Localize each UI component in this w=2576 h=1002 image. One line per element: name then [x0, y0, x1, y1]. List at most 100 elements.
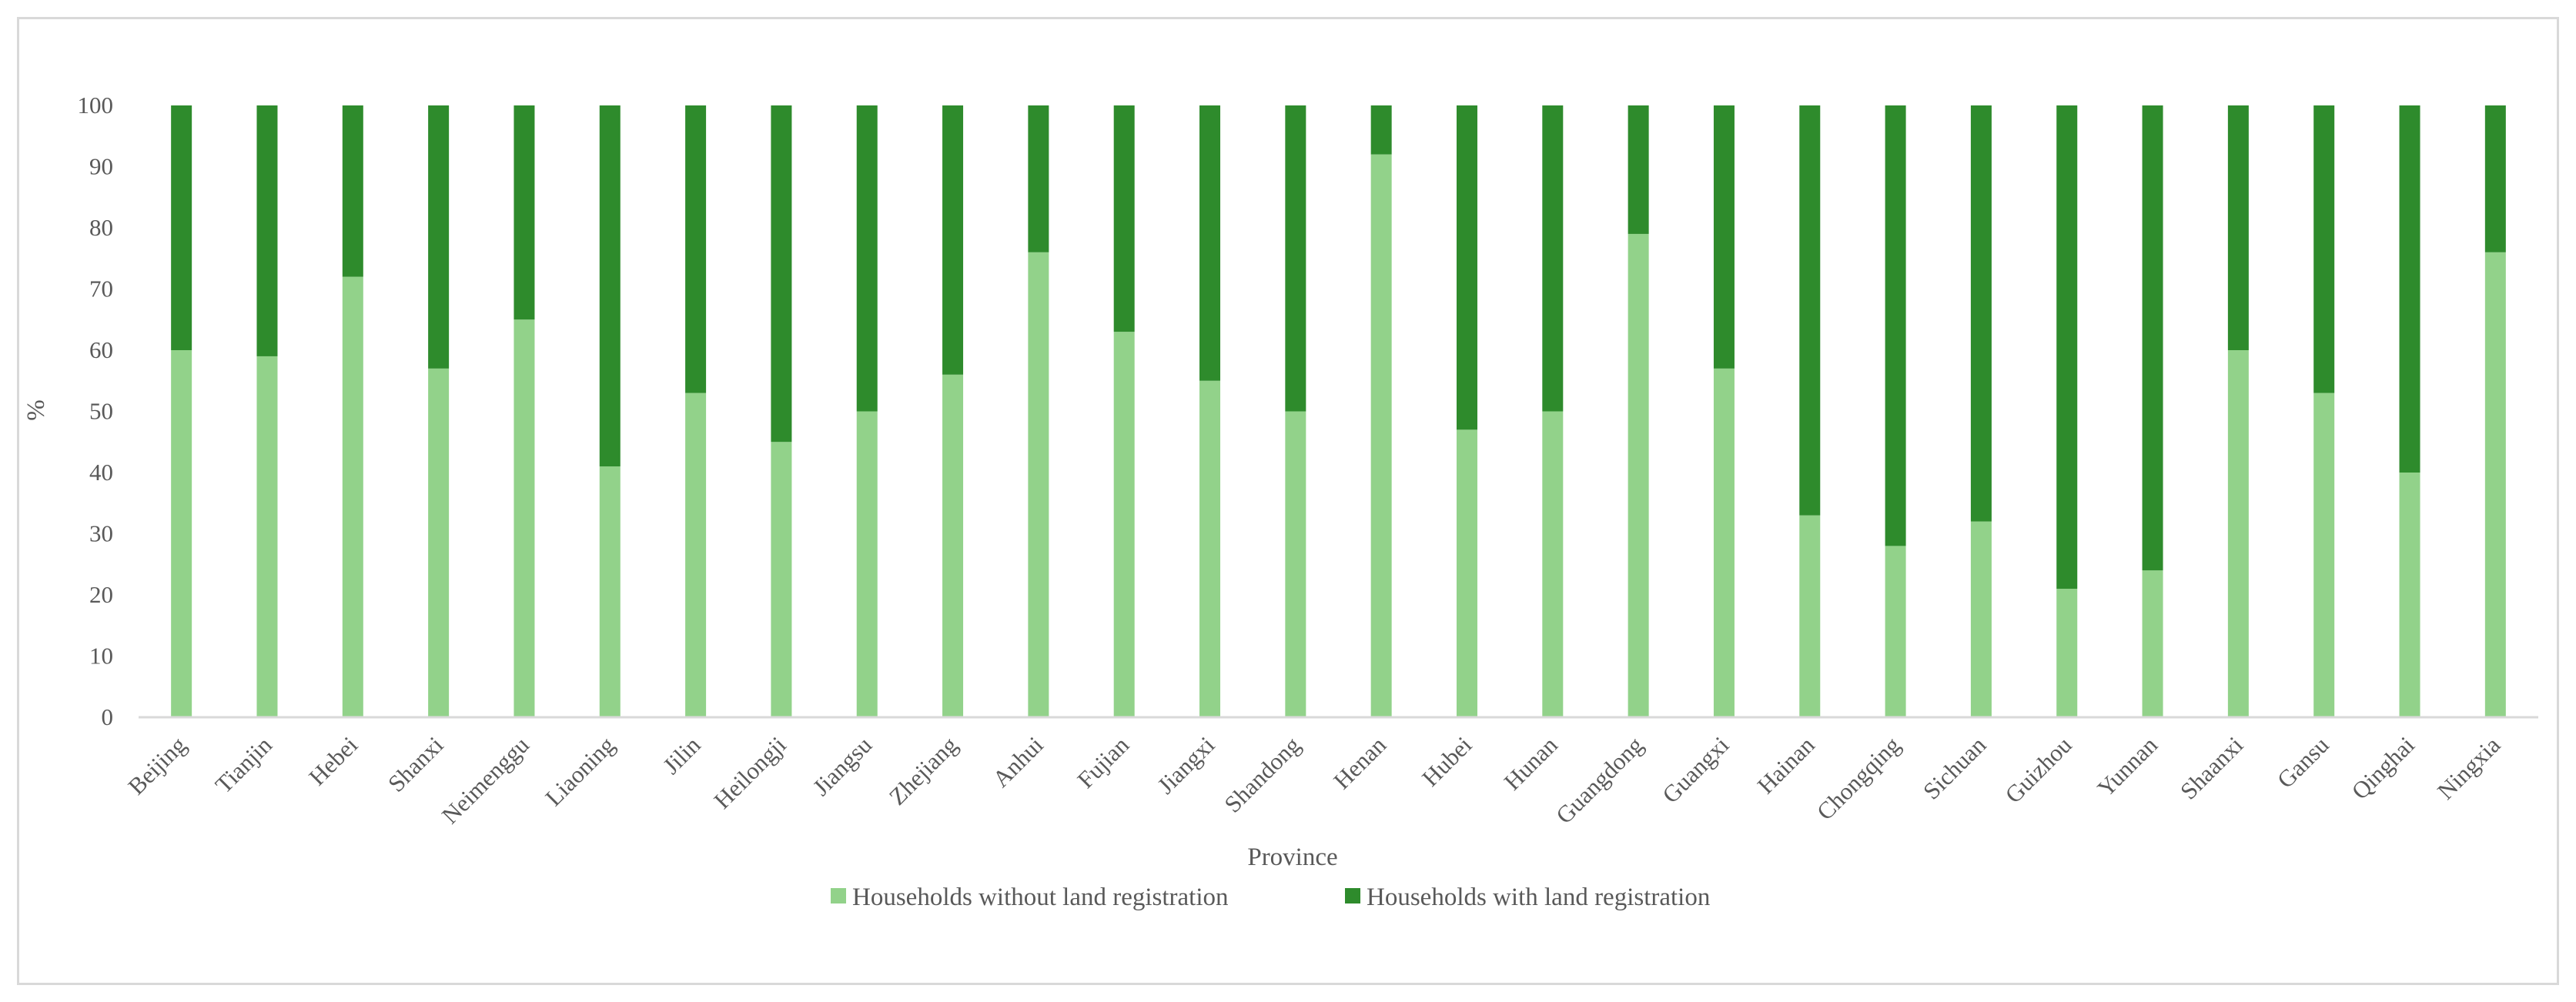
- x-tick-label-henan: Henan: [1328, 731, 1391, 794]
- y-tick-label-50: 50: [89, 398, 113, 425]
- y-tick-label-40: 40: [89, 459, 113, 486]
- legend: Households without land registration Hou…: [831, 883, 1710, 911]
- bar-guangdong-with-registration: [1628, 105, 1649, 234]
- x-tick-label-guizhou: Guizhou: [1999, 731, 2076, 808]
- y-axis: 0 10 20 30 40 50 60 70 80 90 100: [78, 92, 114, 730]
- x-tick-label-fujian: Fujian: [1072, 731, 1134, 793]
- bar-jilin-with-registration: [685, 105, 707, 393]
- x-tick-label-heilongji: Heilongji: [708, 731, 791, 814]
- x-tick-label-neimenggu: Neimenggu: [437, 731, 534, 829]
- y-tick-label-30: 30: [89, 520, 113, 547]
- bar-chongqing-without-registration: [1885, 546, 1906, 717]
- x-tick-label-beijing: Beijing: [122, 731, 191, 800]
- y-tick-label-60: 60: [89, 336, 113, 363]
- bar-fujian-with-registration: [1113, 105, 1135, 332]
- bar-shandong-without-registration: [1285, 411, 1306, 717]
- bar-sichuan-with-registration: [1970, 105, 1992, 522]
- bar-guizhou-with-registration: [2056, 105, 2078, 590]
- bar-ningxia-with-registration: [2484, 105, 2506, 252]
- bar-jilin-without-registration: [685, 392, 707, 717]
- bars: [171, 105, 2506, 718]
- bar-shaanxi-without-registration: [2227, 350, 2249, 717]
- bar-gansu-with-registration: [2313, 105, 2335, 393]
- x-tick-label-jilin: Jilin: [657, 731, 706, 780]
- bar-yunnan-with-registration: [2142, 105, 2163, 571]
- y-tick-label-20: 20: [89, 581, 113, 608]
- x-tick-label-shandong: Shandong: [1219, 731, 1305, 817]
- x-tick-label-sichuan: Sichuan: [1918, 731, 1992, 805]
- bar-neimenggu-without-registration: [514, 319, 535, 717]
- bar-yunnan-without-registration: [2142, 570, 2163, 717]
- bar-qinghai-without-registration: [2399, 473, 2420, 717]
- x-tick-label-gansu: Gansu: [2272, 731, 2334, 793]
- bar-neimenggu-with-registration: [514, 105, 535, 320]
- bar-chongqing-with-registration: [1885, 105, 1906, 546]
- bar-jiangxi-with-registration: [1199, 105, 1221, 381]
- x-tick-label-yunnan: Yunnan: [2092, 731, 2163, 802]
- bar-shanxi-with-registration: [428, 105, 450, 369]
- bar-beijing-without-registration: [171, 350, 192, 717]
- y-tick-label-10: 10: [89, 643, 113, 670]
- bar-guangxi-without-registration: [1713, 368, 1735, 717]
- bar-sichuan-without-registration: [1970, 521, 1992, 717]
- x-tick-label-zhejiang: Zhejiang: [884, 731, 963, 810]
- y-tick-label-70: 70: [89, 276, 113, 302]
- legend-swatch-without-registration: [831, 888, 846, 903]
- legend-label-with-registration: Households with land registration: [1367, 883, 1710, 911]
- x-tick-label-ningxia: Ningxia: [2432, 731, 2506, 805]
- x-tick-label-hebei: Hebei: [303, 731, 363, 790]
- bar-jiangsu-without-registration: [856, 411, 878, 717]
- x-axis-title: Province: [1247, 843, 1337, 871]
- bar-ningxia-without-registration: [2484, 252, 2506, 717]
- chart-frame: 0 10 20 30 40 50 60 70 80 90 100 Beijing Tianjin Heb…: [17, 17, 2559, 985]
- bar-zhejiang-without-registration: [942, 374, 964, 717]
- bar-heilongji-with-registration: [771, 105, 792, 443]
- x-tick-label-qinghai: Qinghai: [2347, 731, 2420, 805]
- bar-anhui-with-registration: [1028, 105, 1049, 252]
- bar-hebei-with-registration: [342, 105, 363, 277]
- bar-heilongji-without-registration: [771, 442, 792, 717]
- bar-jiangsu-with-registration: [856, 105, 878, 412]
- bar-hunan-without-registration: [1542, 411, 1564, 717]
- bar-qinghai-with-registration: [2399, 105, 2420, 473]
- x-tick-label-guangxi: Guangxi: [1657, 731, 1735, 809]
- x-tick-label-hunan: Hunan: [1499, 731, 1564, 796]
- bar-liaoning-with-registration: [599, 105, 621, 467]
- bar-jiangxi-without-registration: [1199, 380, 1221, 717]
- legend-swatch-with-registration: [1345, 888, 1360, 903]
- bar-shandong-with-registration: [1285, 105, 1306, 412]
- x-tick-label-shanxi: Shanxi: [383, 731, 449, 797]
- y-tick-label-90: 90: [89, 153, 113, 180]
- x-tick-label-shaanxi: Shaanxi: [2175, 731, 2249, 805]
- bar-beijing-with-registration: [171, 105, 192, 350]
- x-tick-label-anhui: Anhui: [987, 731, 1049, 793]
- bar-guangdong-without-registration: [1628, 233, 1649, 717]
- bar-hunan-with-registration: [1542, 105, 1564, 412]
- bar-tianjin-without-registration: [256, 356, 278, 717]
- x-tick-label-hubei: Hubei: [1417, 731, 1477, 792]
- bar-gansu-without-registration: [2313, 392, 2335, 717]
- chart-svg: 0 10 20 30 40 50 60 70 80 90 100 Beijing Tianjin Heb…: [22, 92, 2538, 911]
- y-tick-label-100: 100: [78, 92, 114, 119]
- bar-hainan-with-registration: [1799, 105, 1821, 516]
- x-tick-label-jiangsu: Jiangsu: [808, 731, 878, 801]
- x-tick-label-liaoning: Liaoning: [540, 731, 620, 811]
- y-axis-title: %: [22, 399, 50, 421]
- x-tick-label-tianjin: Tianjin: [210, 731, 278, 799]
- bar-hubei-with-registration: [1456, 105, 1477, 430]
- x-tick-label-guangdong: Guangdong: [1551, 731, 1648, 829]
- bar-shaanxi-with-registration: [2227, 105, 2249, 350]
- y-tick-label-0: 0: [102, 703, 114, 730]
- bar-fujian-without-registration: [1113, 332, 1135, 717]
- x-tick-label-hainan: Hainan: [1752, 731, 1820, 799]
- x-tick-label-chongqing: Chongqing: [1812, 731, 1905, 825]
- bar-zhejiang-with-registration: [942, 105, 964, 375]
- bar-guizhou-without-registration: [2056, 589, 2078, 717]
- bar-anhui-without-registration: [1028, 252, 1049, 717]
- bar-hubei-without-registration: [1456, 429, 1477, 717]
- bar-shanxi-without-registration: [428, 368, 450, 717]
- legend-label-without-registration: Households without land registration: [852, 883, 1229, 911]
- bar-guangxi-with-registration: [1713, 105, 1735, 369]
- bar-hebei-without-registration: [342, 276, 363, 718]
